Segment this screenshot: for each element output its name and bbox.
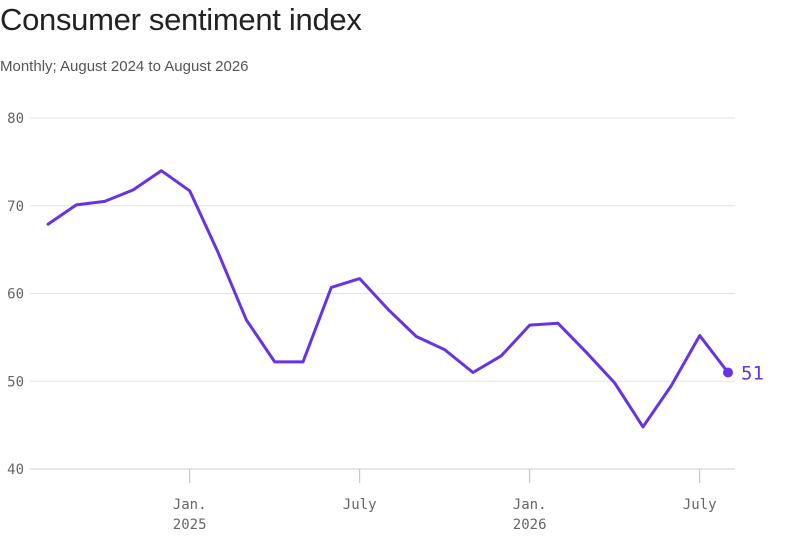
y-tick-label: 70 [7,199,24,215]
y-axis: 40 50 60 70 80 [7,111,24,478]
x-tick-label: Jan. [513,497,547,513]
chart-subtitle: Monthly; August 2024 to August 2026 [0,58,249,75]
chart-title: Consumer sentiment index [0,2,362,37]
x-tick-label: July [343,497,377,513]
x-tick-year-label: 2025 [173,517,207,533]
y-tick-label: 80 [7,111,24,127]
x-tick-label: July [683,497,717,513]
y-tick-label: 50 [7,374,24,390]
x-tick-label: Jan. [173,497,207,513]
y-tick-label: 60 [7,287,24,303]
end-value-label: 51 [741,362,764,384]
y-tick-label: 40 [7,462,24,478]
end-point-marker [723,367,733,378]
plot-area: 51 [46,169,764,429]
grid-lines [30,117,735,470]
series-line [46,169,730,429]
x-axis: Jan. 2025 July Jan. 2026 July [173,469,717,533]
x-tick-year-label: 2026 [513,517,547,533]
